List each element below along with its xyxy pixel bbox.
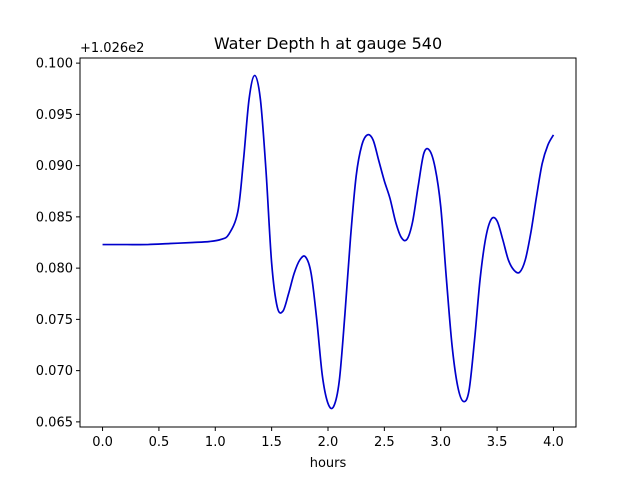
x-tick-label: 3.0: [430, 435, 451, 450]
x-tick-label: 2.5: [374, 435, 395, 450]
chart-title: Water Depth h at gauge 540: [214, 34, 442, 53]
y-offset-label: +1.026e2: [80, 41, 144, 56]
x-tick-label: 3.5: [487, 435, 508, 450]
y-tick-label: 0.085: [36, 210, 73, 225]
series-line: [102, 74, 555, 410]
y-tick-label: 0.080: [36, 262, 73, 277]
y-ticks: 0.065 0.070 0.075 0.080 0.085 0.090 0.095 0.100: [36, 57, 80, 430]
y-tick-label: 0.090: [36, 159, 73, 174]
y-tick-label: 0.065: [36, 415, 73, 430]
y-tick-label: 0.100: [36, 57, 73, 72]
plot-frame: [79, 57, 577, 428]
x-tick-label: 0.0: [92, 435, 113, 450]
x-axis-label: hours: [310, 456, 347, 471]
x-tick-label: 2.0: [318, 435, 339, 450]
x-tick-label: 4.0: [543, 435, 564, 450]
x-ticks: 0.0 0.5 1.0 1.5 2.0 2.5 3.0 3.5 4.0: [92, 427, 564, 450]
y-tick-label: 0.075: [36, 313, 73, 328]
y-tick-label: 0.095: [36, 108, 73, 123]
x-tick-label: 0.5: [149, 435, 170, 450]
x-tick-label: 1.0: [205, 435, 226, 450]
y-tick-label: 0.070: [36, 364, 73, 379]
x-tick-label: 1.5: [261, 435, 282, 450]
